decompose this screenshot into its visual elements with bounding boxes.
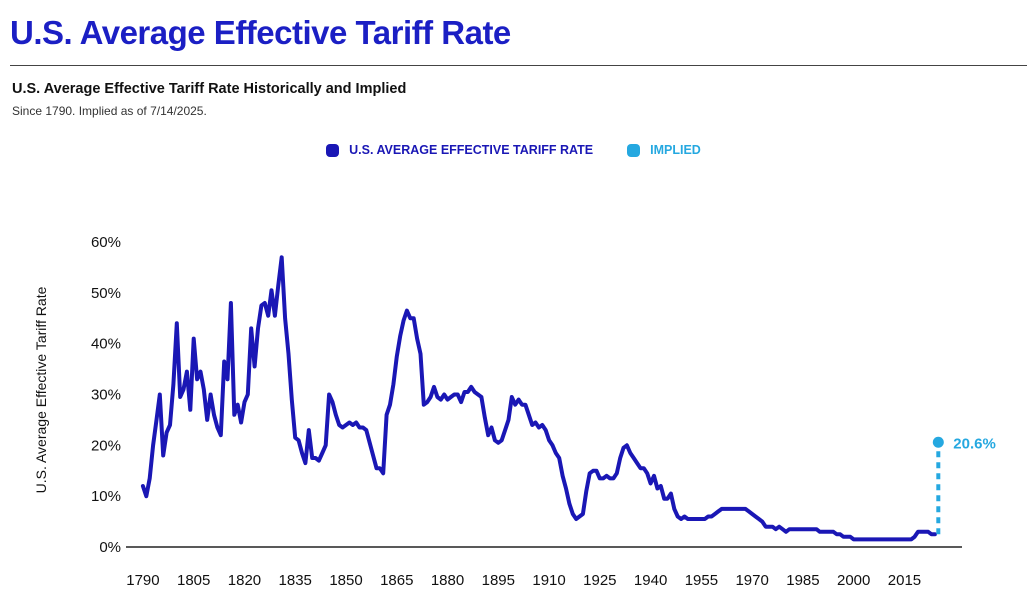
y-tick-label: 60% xyxy=(91,234,121,251)
x-tick-label: 1880 xyxy=(431,572,464,589)
x-tick-label: 1790 xyxy=(126,572,159,589)
x-tick-label: 2015 xyxy=(888,572,921,589)
series-line-tariff-rate xyxy=(140,255,937,542)
x-tick-labels: 1790 1805 1820 1835 1850 1865 1880 1895 1910 1925… xyxy=(126,572,921,589)
implied-point-marker xyxy=(932,436,944,448)
y-tick-label: 30% xyxy=(91,387,121,404)
legend-label-implied: IMPLIED xyxy=(650,143,701,157)
chart-subtitle: Since 1790. Implied as of 7/14/2025. xyxy=(12,104,207,118)
y-tick-labels: 0% 10% 20% 30% 40% 50% 60% xyxy=(91,234,121,556)
y-tick-label: 40% xyxy=(91,336,121,353)
y-tick-label: 10% xyxy=(91,488,121,505)
x-tick-label: 1955 xyxy=(685,572,718,589)
chart-title: U.S. Average Effective Tariff Rate Histo… xyxy=(12,81,407,97)
implied-value-label: 20.6% xyxy=(953,435,996,452)
title-divider xyxy=(10,65,1027,66)
y-axis-title-group: U.S. Average Effective Tariff Rate xyxy=(33,286,49,493)
x-tick-label: 1985 xyxy=(786,572,819,589)
x-tick-label: 1865 xyxy=(380,572,413,589)
legend-item-tariff-rate: U.S. AVERAGE EFFECTIVE TARIFF RATE xyxy=(326,143,593,157)
chart-legend: U.S. AVERAGE EFFECTIVE TARIFF RATE IMPLI… xyxy=(0,143,1027,157)
x-tick-label: 1850 xyxy=(329,572,362,589)
y-tick-label: 0% xyxy=(99,539,121,556)
x-tick-label: 2000 xyxy=(837,572,870,589)
x-tick-label: 1925 xyxy=(583,572,616,589)
x-tick-label: 1895 xyxy=(482,572,515,589)
legend-label-tariff-rate: U.S. AVERAGE EFFECTIVE TARIFF RATE xyxy=(349,143,594,157)
legend-swatch-tariff-rate xyxy=(326,143,340,157)
y-tick-label: 20% xyxy=(91,437,121,454)
x-tick-label: 1970 xyxy=(735,572,768,589)
x-tick-label: 1820 xyxy=(228,572,261,589)
page-title: U.S. Average Effective Tariff Rate xyxy=(10,14,511,51)
legend-item-implied: IMPLIED xyxy=(627,143,701,157)
x-tick-label: 1805 xyxy=(177,572,210,589)
y-tick-label: 50% xyxy=(91,285,121,302)
x-tick-label: 1940 xyxy=(634,572,667,589)
x-tick-label: 1835 xyxy=(279,572,312,589)
series-layer: 20.6% xyxy=(140,255,996,542)
legend-swatch-implied xyxy=(627,143,641,157)
y-axis-title: U.S. Average Effective Tariff Rate xyxy=(33,286,49,493)
x-tick-label: 1910 xyxy=(532,572,565,589)
